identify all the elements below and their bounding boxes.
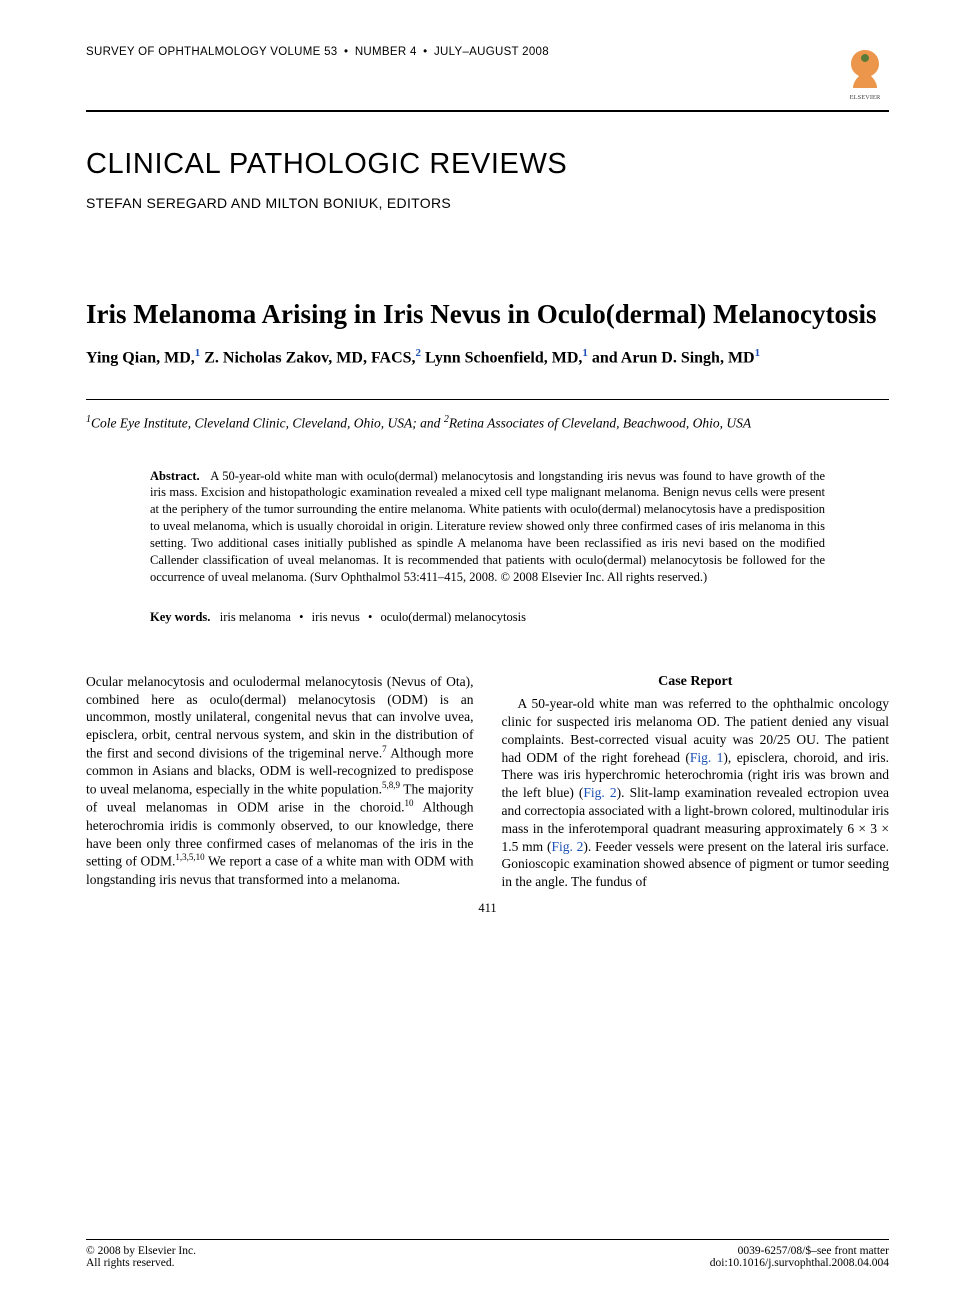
doi-line: doi:10.1016/j.survophthal.2008.04.004 — [710, 1257, 889, 1269]
footer-left: © 2008 by Elsevier Inc. All rights reser… — [86, 1245, 196, 1269]
authors-line: Ying Qian, MD,1 Z. Nicholas Zakov, MD, F… — [86, 346, 889, 370]
body-columns: Ocular melanocytosis and oculodermal mel… — [86, 673, 889, 891]
journal-date: JULY–AUGUST 2008 — [434, 46, 549, 58]
page-number: 411 — [86, 901, 889, 916]
journal-name: SURVEY OF OPHTHALMOLOGY — [86, 46, 267, 58]
editors-line: STEFAN SEREGARD AND MILTON BONIUK, EDITO… — [86, 195, 889, 211]
keywords-block: Key words. iris melanoma • iris nevus • … — [86, 610, 889, 625]
journal-number: NUMBER 4 — [355, 46, 417, 58]
case-report-heading: Case Report — [502, 673, 890, 691]
svg-text:ELSEVIER: ELSEVIER — [850, 94, 881, 101]
abstract-text: Abstract. A 50-year-old white man with o… — [150, 468, 825, 586]
affiliations: 1Cole Eye Institute, Cleveland Clinic, C… — [86, 414, 889, 432]
journal-header: SURVEY OF OPHTHALMOLOGY VOLUME 53 • NUMB… — [86, 46, 549, 58]
abstract-block: Abstract. A 50-year-old white man with o… — [86, 468, 889, 586]
bullet-icon: • — [344, 46, 348, 58]
author-rule — [86, 399, 889, 400]
article-title: Iris Melanoma Arising in Iris Nevus in O… — [86, 297, 889, 332]
journal-volume: VOLUME 53 — [270, 46, 337, 58]
case-paragraph: A 50-year-old white man was referred to … — [502, 695, 890, 891]
keywords-label: Key words. — [150, 610, 210, 624]
copyright-line: © 2008 by Elsevier Inc. — [86, 1245, 196, 1257]
abstract-label: Abstract. — [150, 469, 200, 483]
rights-line: All rights reserved. — [86, 1257, 196, 1269]
keywords-items: iris melanoma • iris nevus • oculo(derma… — [220, 610, 526, 624]
bullet-icon: • — [423, 46, 427, 58]
abstract-body: A 50-year-old white man with oculo(derma… — [150, 469, 825, 584]
journal-header-row: SURVEY OF OPHTHALMOLOGY VOLUME 53 • NUMB… — [86, 46, 889, 102]
column-left: Ocular melanocytosis and oculodermal mel… — [86, 673, 474, 891]
section-title: CLINICAL PATHOLOGIC REVIEWS — [86, 148, 889, 181]
elsevier-logo-icon: ELSEVIER — [841, 46, 889, 102]
header-rule — [86, 110, 889, 112]
footer-right: 0039-6257/08/$–see front matter doi:10.1… — [710, 1245, 889, 1269]
column-right: Case Report A 50-year-old white man was … — [502, 673, 890, 891]
page-footer: © 2008 by Elsevier Inc. All rights reser… — [86, 1239, 889, 1269]
issn-line: 0039-6257/08/$–see front matter — [710, 1245, 889, 1257]
keywords-text: Key words. iris melanoma • iris nevus • … — [150, 610, 825, 625]
intro-paragraph: Ocular melanocytosis and oculodermal mel… — [86, 673, 474, 889]
